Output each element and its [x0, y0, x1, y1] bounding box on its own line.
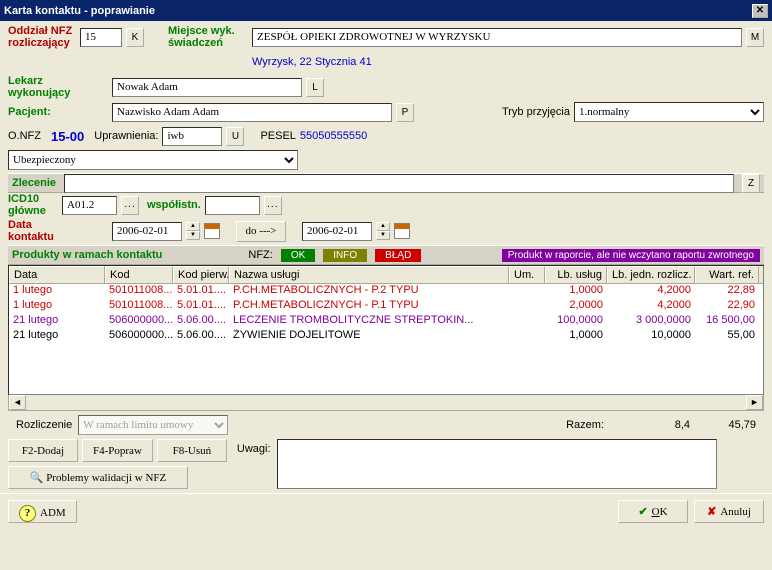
th-um[interactable]: Um. [509, 266, 545, 283]
wsp-label: współistn. [147, 199, 201, 211]
zlecenie-label: Zlecenie [12, 177, 56, 189]
date-to-spinner[interactable]: ▲▼ [376, 222, 390, 240]
produkty-title: Produkty w ramach kontaktu [12, 249, 162, 261]
oddzial-k-button[interactable]: K [126, 28, 144, 47]
lekarz-input[interactable] [112, 78, 302, 97]
ok-badge: OK [281, 249, 315, 262]
uprawnienia-u-button[interactable]: U [226, 127, 244, 146]
pesel-label: PESEL [260, 130, 295, 142]
miejsce-m-button[interactable]: M [746, 28, 764, 47]
do-button[interactable]: do ---> [236, 221, 286, 242]
table-row[interactable]: 21 lutego506000000...5.06.00....ŻYWIENIE… [9, 329, 763, 344]
info-badge: INFO [323, 249, 367, 262]
icd-input[interactable] [62, 196, 117, 215]
date-from-spinner[interactable]: ▲▼ [186, 222, 200, 240]
uwagi-textarea[interactable] [277, 439, 717, 489]
usun-button[interactable]: F8-Usuń [157, 439, 227, 462]
onfz-code: 15-00 [51, 129, 84, 144]
razem-wart: 45,79 [696, 419, 756, 431]
razem-lb: 8,4 [610, 419, 690, 431]
x-icon: ✘ [707, 506, 716, 518]
icd-lookup-button[interactable]: ... [121, 196, 139, 215]
pesel-value: 55050555550 [300, 130, 367, 142]
miejsce-address: Wyrzysk, 22 Stycznia 41 [252, 56, 372, 68]
question-icon: ? [19, 505, 36, 522]
status-select[interactable]: Ubezpieczony [8, 150, 298, 170]
calendar-icon[interactable] [204, 223, 220, 239]
th-data[interactable]: Data [9, 266, 105, 283]
th-wart[interactable]: Wart. ref. [695, 266, 759, 283]
dodaj-button[interactable]: F2-Dodaj [8, 439, 78, 462]
th-kodp[interactable]: Kod pierw. [173, 266, 229, 283]
th-lb[interactable]: Lb. usług [545, 266, 607, 283]
miejsce-input[interactable] [252, 28, 742, 47]
th-lbj[interactable]: Lb. jedn. rozlicz. [607, 266, 695, 283]
rozliczenie-select: W ramach limitu umowy [78, 415, 228, 435]
problemy-button[interactable]: 🔍 Problemy walidacji w NFZ [8, 466, 188, 489]
rozliczenie-label: Rozliczenie [16, 419, 72, 431]
lekarz-l-button[interactable]: L [306, 78, 324, 97]
close-icon[interactable]: ✕ [752, 4, 768, 18]
anuluj-button[interactable]: ✘Anuluj [694, 500, 764, 523]
adm-button[interactable]: ?ADM [8, 500, 77, 523]
uwagi-label: Uwagi: [237, 439, 271, 455]
window-title: Karta kontaktu - poprawianie [4, 5, 155, 17]
popraw-button[interactable]: F4-Popraw [82, 439, 153, 462]
purple-badge: Produkt w raporcie, ale nie wczytano rap… [502, 249, 760, 262]
table-row[interactable]: 21 lutego506000000...5.06.00....LECZENIE… [9, 314, 763, 329]
data-kontaktu-label: Data kontaktu [8, 219, 62, 243]
zlecenie-input[interactable] [64, 174, 734, 193]
uprawnienia-label: Uprawnienia: [94, 130, 158, 142]
blad-badge: BŁĄD [375, 249, 421, 262]
ok-button[interactable]: ✔OK [618, 500, 688, 523]
pacjent-label: Pacjent: [8, 106, 68, 118]
date-to-input[interactable] [302, 222, 372, 241]
wsp-input[interactable] [205, 196, 260, 215]
pacjent-input[interactable] [112, 103, 392, 122]
check-icon: ✔ [638, 506, 647, 518]
date-from-input[interactable] [112, 222, 182, 241]
miejsce-label: Miejsce wyk. świadczeń [168, 25, 248, 49]
zlecenie-z-button[interactable]: Z [742, 174, 760, 193]
tryb-select[interactable]: 1.normalny [574, 102, 764, 122]
nfz-badge-label: NFZ: [248, 249, 272, 261]
table-row[interactable]: 1 lutego501011008...5.01.01....P.CH.META… [9, 284, 763, 299]
scroll-right-icon[interactable]: ► [746, 395, 763, 410]
h-scrollbar[interactable]: ◄ ► [8, 394, 764, 411]
icd-label: ICD10 główne [8, 193, 58, 217]
lekarz-label: Lekarz wykonujący [8, 75, 76, 99]
th-nazwa[interactable]: Nazwa usługi [229, 266, 509, 283]
table-row[interactable]: 1 lutego501011008...5.01.01....P.CH.META… [9, 299, 763, 314]
th-kod[interactable]: Kod [105, 266, 173, 283]
scroll-left-icon[interactable]: ◄ [9, 395, 26, 410]
razem-label: Razem: [566, 419, 604, 431]
wsp-lookup-button[interactable]: ... [264, 196, 282, 215]
onfz-label: O.NFZ [8, 130, 41, 142]
calendar-icon[interactable] [394, 223, 410, 239]
oddzial-input[interactable] [80, 28, 122, 47]
oddzial-label: Oddział NFZ rozliczający [8, 25, 76, 49]
tryb-label: Tryb przyjęcia [502, 106, 570, 118]
uprawnienia-input[interactable] [162, 127, 222, 146]
pacjent-p-button[interactable]: P [396, 103, 414, 122]
products-table[interactable]: Data Kod Kod pierw. Nazwa usługi Um. Lb.… [8, 265, 764, 395]
